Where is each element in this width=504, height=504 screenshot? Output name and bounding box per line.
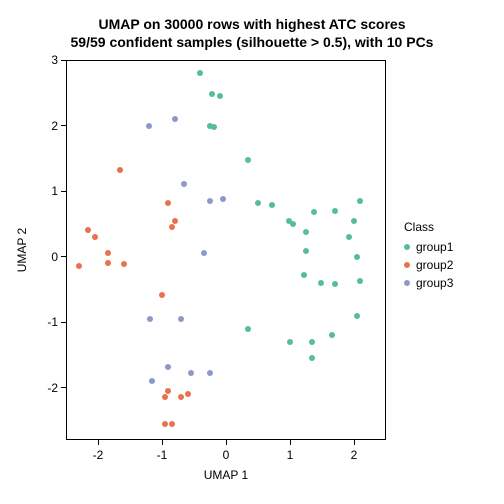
scatter-point (303, 248, 309, 254)
scatter-point (207, 370, 213, 376)
scatter-point (117, 167, 123, 173)
scatter-point (165, 364, 171, 370)
x-tick-label: -1 (157, 448, 168, 462)
scatter-point (332, 281, 338, 287)
legend-label: group1 (416, 240, 453, 254)
legend-item: group2 (404, 258, 453, 272)
x-tick (98, 440, 99, 445)
chart-title-line2: 59/59 confident samples (silhouette > 0.… (0, 34, 504, 51)
scatter-point (172, 218, 178, 224)
scatter-point (185, 391, 191, 397)
scatter-point (209, 91, 215, 97)
legend-item: group3 (404, 276, 453, 290)
scatter-point (217, 93, 223, 99)
scatter-point (351, 218, 357, 224)
x-tick (226, 440, 227, 445)
chart-title-line1: UMAP on 30000 rows with highest ATC scor… (0, 16, 504, 33)
y-tick-label: -1 (38, 315, 58, 329)
scatter-point (149, 378, 155, 384)
scatter-point (76, 263, 82, 269)
y-tick (61, 125, 66, 126)
y-tick (61, 256, 66, 257)
y-axis-label: UMAP 2 (15, 228, 29, 272)
x-tick-label: 2 (351, 448, 358, 462)
scatter-point (181, 181, 187, 187)
x-tick (354, 440, 355, 445)
scatter-point (357, 278, 363, 284)
y-tick (61, 60, 66, 61)
scatter-point (165, 388, 171, 394)
legend-title: Class (404, 220, 434, 234)
y-tick-label: 2 (38, 119, 58, 133)
scatter-point (301, 272, 307, 278)
scatter-point (245, 157, 251, 163)
scatter-point (165, 200, 171, 206)
scatter-point (287, 339, 293, 345)
y-tick (61, 387, 66, 388)
scatter-point (255, 200, 261, 206)
legend-label: group2 (416, 258, 453, 272)
scatter-point (169, 421, 175, 427)
x-axis-label: UMAP 1 (204, 468, 248, 482)
scatter-point (245, 326, 251, 332)
x-tick (290, 440, 291, 445)
legend-swatch (404, 244, 410, 250)
scatter-point (147, 316, 153, 322)
y-tick (61, 191, 66, 192)
y-tick-label: -2 (38, 381, 58, 395)
scatter-point (85, 227, 91, 233)
scatter-point (211, 124, 217, 130)
scatter-point (286, 218, 292, 224)
y-tick-label: 1 (38, 184, 58, 198)
scatter-point (201, 250, 207, 256)
legend-label: group3 (416, 276, 453, 290)
legend-swatch (404, 280, 410, 286)
scatter-point (105, 260, 111, 266)
scatter-point (172, 116, 178, 122)
plot-area (66, 60, 386, 440)
scatter-point (318, 280, 324, 286)
scatter-point (329, 332, 335, 338)
scatter-point (354, 313, 360, 319)
legend-item: group1 (404, 240, 453, 254)
scatter-point (162, 421, 168, 427)
scatter-point (332, 208, 338, 214)
scatter-point (357, 198, 363, 204)
x-tick-label: -2 (93, 448, 104, 462)
scatter-point (146, 123, 152, 129)
scatter-point (220, 196, 226, 202)
scatter-point (169, 224, 175, 230)
scatter-point (269, 202, 275, 208)
scatter-point (178, 316, 184, 322)
scatter-point (105, 250, 111, 256)
x-tick-label: 0 (223, 448, 230, 462)
scatter-point (197, 70, 203, 76)
scatter-point (178, 394, 184, 400)
scatter-point (162, 394, 168, 400)
scatter-point (309, 355, 315, 361)
legend-swatch (404, 262, 410, 268)
x-tick-label: 1 (287, 448, 294, 462)
scatter-point (311, 209, 317, 215)
y-tick-label: 0 (38, 250, 58, 264)
scatter-point (303, 229, 309, 235)
y-tick-label: 3 (38, 53, 58, 67)
scatter-point (159, 292, 165, 298)
scatter-point (309, 339, 315, 345)
scatter-point (121, 261, 127, 267)
scatter-point (346, 234, 352, 240)
y-tick (61, 322, 66, 323)
scatter-point (354, 254, 360, 260)
scatter-point (188, 370, 194, 376)
x-tick (162, 440, 163, 445)
scatter-point (92, 234, 98, 240)
scatter-point (207, 198, 213, 204)
